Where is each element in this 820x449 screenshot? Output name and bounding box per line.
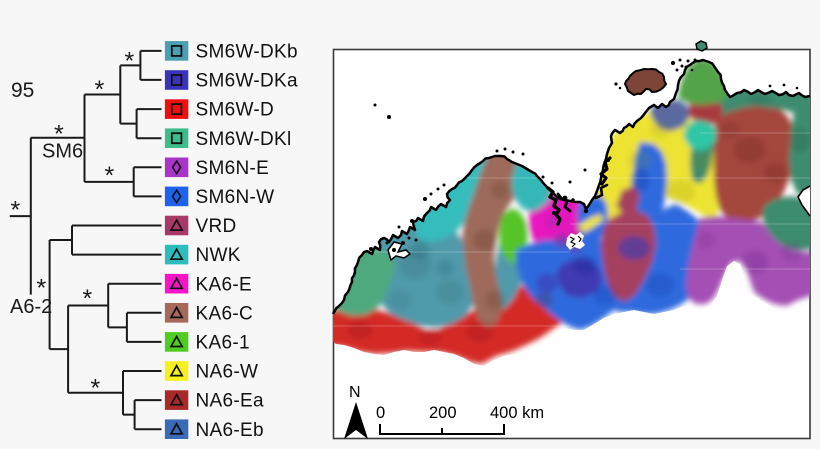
svg-text:SM6W-DKb: SM6W-DKb (196, 42, 298, 63)
svg-text:KA6-E: KA6-E (196, 274, 252, 295)
svg-text:SM6N-E: SM6N-E (196, 158, 270, 179)
svg-text:NA6-W: NA6-W (196, 362, 259, 383)
svg-text:*: * (95, 76, 105, 104)
svg-text:SM6W-DKa: SM6W-DKa (196, 71, 298, 92)
svg-text:*: * (54, 121, 64, 149)
svg-text:*: * (37, 275, 47, 303)
svg-text:A6-2: A6-2 (10, 296, 52, 318)
svg-text:SM6W-DKl: SM6W-DKl (196, 129, 292, 150)
svg-text:*: * (91, 375, 101, 403)
svg-text:NWK: NWK (196, 245, 241, 266)
svg-text:SM6N-W: SM6N-W (196, 187, 275, 208)
svg-text:*: * (105, 162, 115, 190)
svg-text:SM6: SM6 (42, 141, 83, 163)
svg-text:200: 200 (429, 404, 457, 422)
svg-text:N: N (349, 384, 361, 401)
svg-text:*: * (125, 48, 135, 76)
svg-text:95: 95 (11, 79, 34, 102)
svg-text:0: 0 (376, 404, 385, 422)
svg-text:*: * (83, 285, 93, 313)
svg-text:NA6-Ea: NA6-Ea (196, 391, 264, 412)
svg-text:SM6W-D: SM6W-D (196, 100, 275, 121)
svg-text:KA6-1: KA6-1 (196, 333, 250, 354)
svg-text:VRD: VRD (196, 216, 237, 237)
svg-text:NA6-Eb: NA6-Eb (196, 420, 264, 441)
svg-text:KA6-C: KA6-C (196, 303, 253, 324)
svg-text:400 km: 400 km (490, 404, 544, 422)
svg-text:*: * (11, 197, 21, 225)
